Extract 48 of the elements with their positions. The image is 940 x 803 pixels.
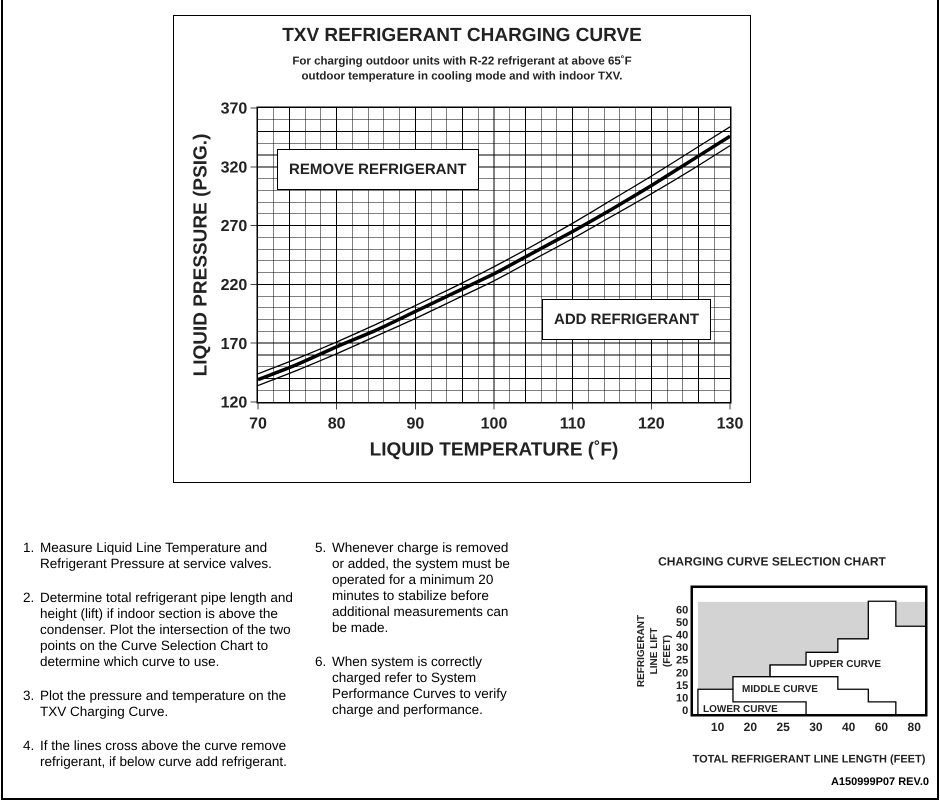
category-label: 40 xyxy=(676,630,688,642)
text: 3. Plot the pressure and temperature on the TXV Charging Curve. xyxy=(23,688,288,720)
category-label: 60 xyxy=(874,720,888,734)
category-label: 20 xyxy=(676,667,688,680)
text: A150999P07 REV.0 xyxy=(830,776,929,788)
category-label: 25 xyxy=(776,720,790,734)
category-label: 80 xyxy=(908,720,922,734)
x-tick-label: 70 xyxy=(249,416,267,433)
y-axis-title: LIQUID PRESSURE (PSIG.) xyxy=(190,134,212,376)
x-tick-label: 100 xyxy=(480,416,508,433)
text: TOTAL REFRIGERANT LINE LENGTH (FEET) xyxy=(692,753,926,766)
x-tick-label: 130 xyxy=(716,416,744,433)
y-tick-label: 370 xyxy=(220,100,248,118)
text: MIDDLE CURVE xyxy=(742,684,818,695)
y-tick-label: 220 xyxy=(220,277,248,294)
x-tick-label: 90 xyxy=(406,416,424,433)
text: 5. Whenever charge is removed or added, the system must be operated for a minimum 20 minutes to stabilize before additional measurements can be made. xyxy=(315,540,511,636)
category-label: 15 xyxy=(676,680,688,692)
category-label: 50 xyxy=(676,616,688,629)
annotation: REMOVE REFRIGERANT xyxy=(289,161,467,178)
text: 6. When system is correctly charged refer to System Performance Curves to verify charge and performance. xyxy=(315,654,508,718)
category-label: 30 xyxy=(676,642,688,654)
text: CHARGING CURVE SELECTION CHART xyxy=(658,554,887,569)
category-label: 10 xyxy=(676,692,688,705)
y-tick-label: 320 xyxy=(220,159,248,176)
category-label: 25 xyxy=(676,654,688,667)
category-label: 20 xyxy=(744,720,758,734)
category-label: 10 xyxy=(710,720,725,734)
text: 2. Determine total refrigerant pipe length and height (lift) if indoor section is above the condenser. Plot the intersection of the two points on the Curve Selection Chart to determine which curve to use. xyxy=(23,590,294,670)
text: 4. If the lines cross above the curve remove refrigerant, if below curve add refrigerant. xyxy=(23,738,288,770)
category-label: 60 xyxy=(676,604,688,616)
x-tick-label: 110 xyxy=(560,416,586,433)
text: 1. Measure Liquid Line Temperature and Refrigerant Pressure at service valves. xyxy=(23,540,273,572)
annotation: ADD REFRIGERANT xyxy=(554,311,699,328)
x-axis-title: LIQUID TEMPERATURE (˚F) xyxy=(370,439,618,460)
x-tick-label: 120 xyxy=(638,416,665,433)
y-tick-label: 120 xyxy=(220,394,248,412)
category-label: 40 xyxy=(842,720,856,734)
chart-title: TXV REFRIGERANT CHARGING CURVE xyxy=(282,24,642,46)
x-tick-label: 80 xyxy=(328,416,346,433)
category-label: 30 xyxy=(809,720,823,734)
y-tick-label: 270 xyxy=(220,218,248,236)
category-label: 0 xyxy=(682,705,688,718)
chart-subtitle: For charging outdoor units with R-22 refrigerant at above 65˚F outdoor temperature in cooling mode and with indoor TXV. xyxy=(292,54,632,82)
y-tick-label: 170 xyxy=(220,336,248,353)
text: REFRIGERANT LINE LIFT (FEET) xyxy=(636,614,673,688)
text: UPPER CURVE xyxy=(809,659,882,670)
text: LOWER CURVE xyxy=(703,704,778,715)
